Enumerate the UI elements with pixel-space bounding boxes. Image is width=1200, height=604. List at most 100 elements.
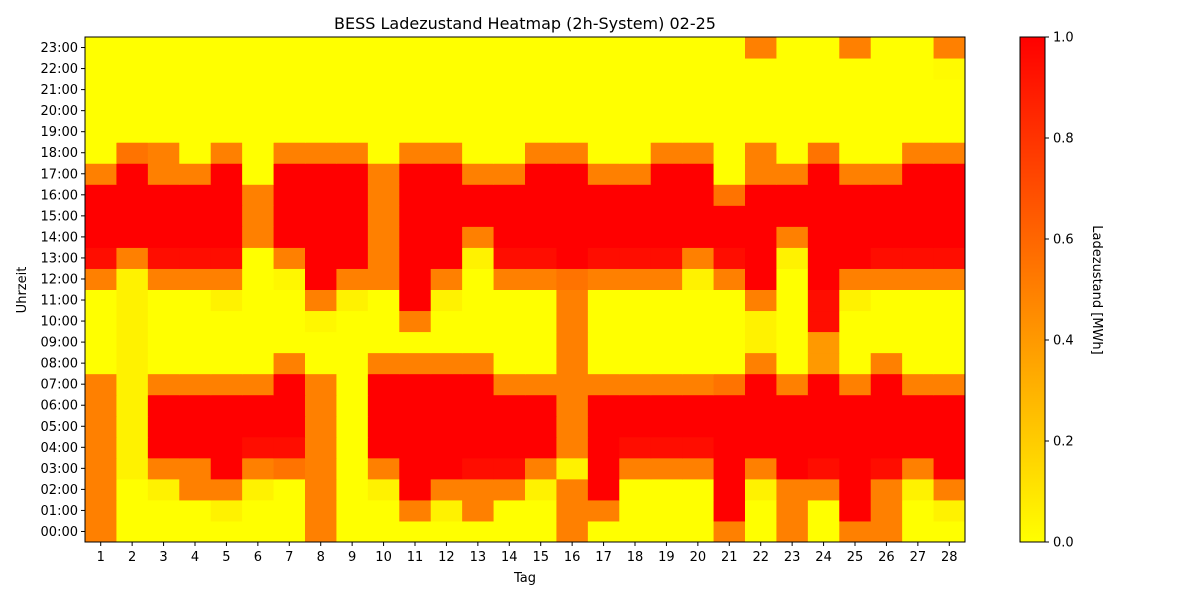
heatmap-cell xyxy=(807,142,840,164)
heatmap-cell xyxy=(745,436,777,459)
heatmap-cell xyxy=(305,331,337,354)
heatmap-cell xyxy=(933,352,966,375)
heatmap-cell xyxy=(493,163,526,185)
x-tick-label: 10 xyxy=(375,550,392,565)
heatmap-cell xyxy=(116,163,149,185)
heatmap-cell xyxy=(147,331,180,354)
heatmap-cell xyxy=(713,415,746,438)
heatmap-cell xyxy=(619,247,652,269)
heatmap-cell xyxy=(902,79,935,101)
heatmap-cell xyxy=(556,352,589,375)
heatmap-cell xyxy=(430,184,463,206)
heatmap-cell xyxy=(902,499,935,522)
heatmap-cell xyxy=(147,289,180,312)
heatmap-cell xyxy=(367,520,400,543)
heatmap-cell xyxy=(305,100,337,122)
heatmap-cell xyxy=(147,247,180,269)
heatmap-cell xyxy=(682,352,715,375)
heatmap-cell xyxy=(85,289,117,312)
heatmap-cell xyxy=(273,163,306,185)
heatmap-cell xyxy=(807,499,840,522)
heatmap-cell xyxy=(147,205,180,227)
heatmap-cell xyxy=(745,79,777,101)
x-tick-label: 19 xyxy=(658,550,675,565)
heatmap-cell xyxy=(493,394,526,417)
y-tick-label: 10:00 xyxy=(41,315,78,330)
heatmap-cell xyxy=(713,247,746,269)
heatmap-cell xyxy=(682,268,715,290)
heatmap-cell xyxy=(587,121,620,143)
heatmap-cell xyxy=(305,58,337,80)
heatmap-cell xyxy=(902,184,935,206)
heatmap-cell xyxy=(305,394,337,417)
heatmap-cell xyxy=(619,373,652,396)
heatmap-cell xyxy=(933,478,966,501)
heatmap-cell xyxy=(336,310,369,333)
heatmap-cell xyxy=(305,226,337,248)
heatmap-cell xyxy=(933,205,966,227)
heatmap-cell xyxy=(336,79,369,101)
heatmap-cell xyxy=(462,79,495,101)
heatmap-cell xyxy=(807,289,840,312)
heatmap-cell xyxy=(902,226,935,248)
heatmap-cell xyxy=(179,58,212,80)
heatmap-cell xyxy=(525,331,557,354)
heatmap-cell xyxy=(367,310,400,333)
heatmap-cell xyxy=(210,352,243,375)
heatmap-cell xyxy=(776,37,809,59)
heatmap-cell xyxy=(587,499,620,522)
heatmap-cell xyxy=(807,58,840,80)
heatmap-cell xyxy=(839,247,872,269)
heatmap-cell xyxy=(839,142,872,164)
heatmap-cell xyxy=(430,310,463,333)
heatmap-cell xyxy=(210,247,243,269)
heatmap-cell xyxy=(839,58,872,80)
heatmap-cell xyxy=(870,205,903,227)
heatmap-cell xyxy=(493,520,526,543)
heatmap-cell xyxy=(807,478,840,501)
heatmap-cell xyxy=(336,100,369,122)
heatmap-cell xyxy=(525,394,557,417)
heatmap-cell xyxy=(242,478,275,501)
heatmap-cell xyxy=(870,79,903,101)
heatmap-cell xyxy=(242,310,275,333)
x-tick-label: 6 xyxy=(254,550,262,565)
heatmap-cell xyxy=(116,58,149,80)
heatmap-cell xyxy=(336,478,369,501)
heatmap-cell xyxy=(902,415,935,438)
heatmap-cell xyxy=(745,394,777,417)
heatmap-cell xyxy=(587,457,620,480)
y-tick-label: 00:00 xyxy=(41,525,78,540)
heatmap-cell xyxy=(525,58,557,80)
heatmap-cell xyxy=(179,478,212,501)
colorbar-tick-label: 0.2 xyxy=(1053,435,1074,450)
heatmap-cell xyxy=(85,226,117,248)
heatmap-cell xyxy=(556,79,589,101)
heatmap-cell xyxy=(493,121,526,143)
heatmap-cell xyxy=(902,142,935,164)
heatmap-cell xyxy=(305,247,337,269)
heatmap-cell xyxy=(430,289,463,312)
heatmap-cell xyxy=(587,394,620,417)
heatmap-cell xyxy=(210,478,243,501)
heatmap-cell xyxy=(807,184,840,206)
heatmap-cell xyxy=(210,289,243,312)
heatmap-cell xyxy=(745,289,777,312)
heatmap-cell xyxy=(179,415,212,438)
heatmap-cell xyxy=(367,79,400,101)
x-tick-label: 11 xyxy=(407,550,424,565)
heatmap-cell xyxy=(430,226,463,248)
heatmap-cell xyxy=(745,415,777,438)
heatmap-cell xyxy=(85,394,117,417)
heatmap-cell xyxy=(713,58,746,80)
heatmap-cell xyxy=(839,205,872,227)
heatmap-cell xyxy=(116,226,149,248)
heatmap-cell xyxy=(650,205,683,227)
heatmap-cell xyxy=(336,37,369,59)
heatmap-cell xyxy=(305,205,337,227)
heatmap-cell xyxy=(242,100,275,122)
heatmap-cell xyxy=(430,79,463,101)
heatmap-cell xyxy=(713,310,746,333)
heatmap-cell xyxy=(776,142,809,164)
heatmap-cell xyxy=(619,184,652,206)
